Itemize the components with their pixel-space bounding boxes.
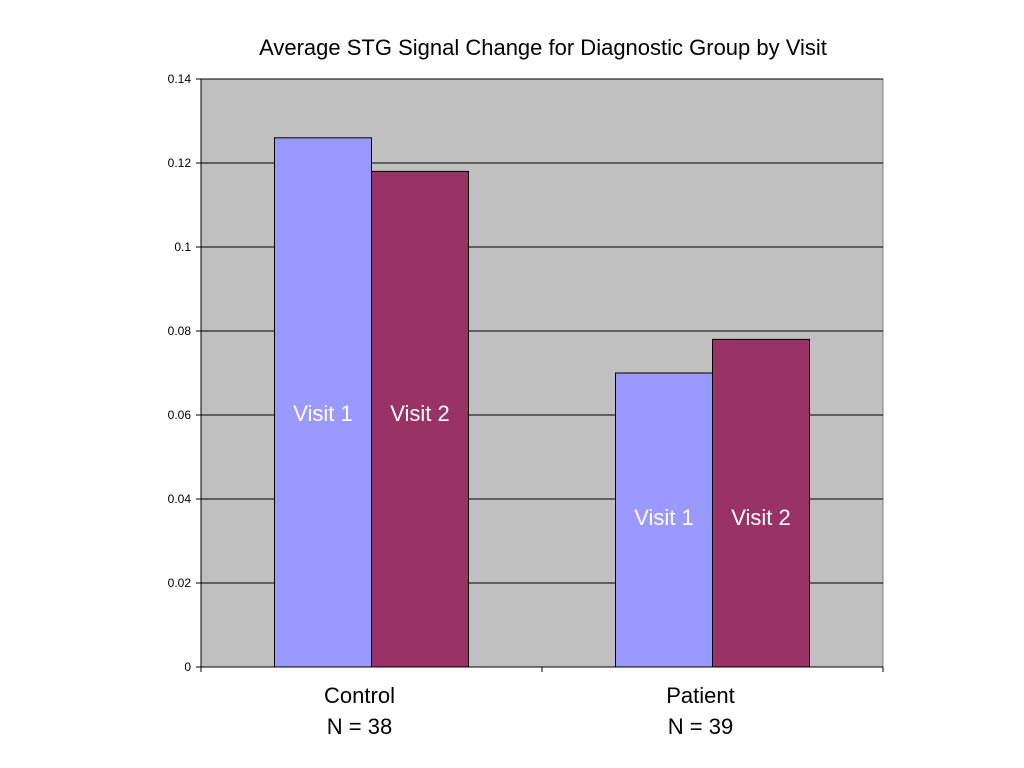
x-category-label: Patient bbox=[666, 683, 735, 708]
y-tick-label: 0.12 bbox=[168, 156, 192, 170]
y-tick-label: 0.04 bbox=[168, 492, 192, 506]
y-tick-label: 0.08 bbox=[168, 324, 192, 338]
chart-title: Average STG Signal Change for Diagnostic… bbox=[259, 35, 827, 60]
y-tick-label: 0.06 bbox=[168, 408, 192, 422]
bar-patient-visit-2 bbox=[712, 338, 810, 668]
x-category-sublabel: N = 39 bbox=[668, 714, 733, 739]
bar-control-visit-1 bbox=[274, 137, 372, 668]
y-tick-label: 0 bbox=[184, 660, 191, 674]
y-tick-label: 0.02 bbox=[168, 576, 192, 590]
bar-control-visit-2 bbox=[371, 170, 469, 668]
x-category-label: Control bbox=[324, 683, 395, 708]
x-category-sublabel: N = 38 bbox=[327, 714, 392, 739]
bar-label: Visit 2 bbox=[390, 401, 450, 426]
y-tick-label: 0.1 bbox=[174, 240, 191, 254]
bar-patient-visit-1 bbox=[615, 372, 713, 668]
bar-label: Visit 2 bbox=[731, 505, 791, 530]
y-tick-label: 0.14 bbox=[168, 72, 192, 86]
bar-label: Visit 1 bbox=[293, 401, 353, 426]
bar-label: Visit 1 bbox=[634, 505, 694, 530]
